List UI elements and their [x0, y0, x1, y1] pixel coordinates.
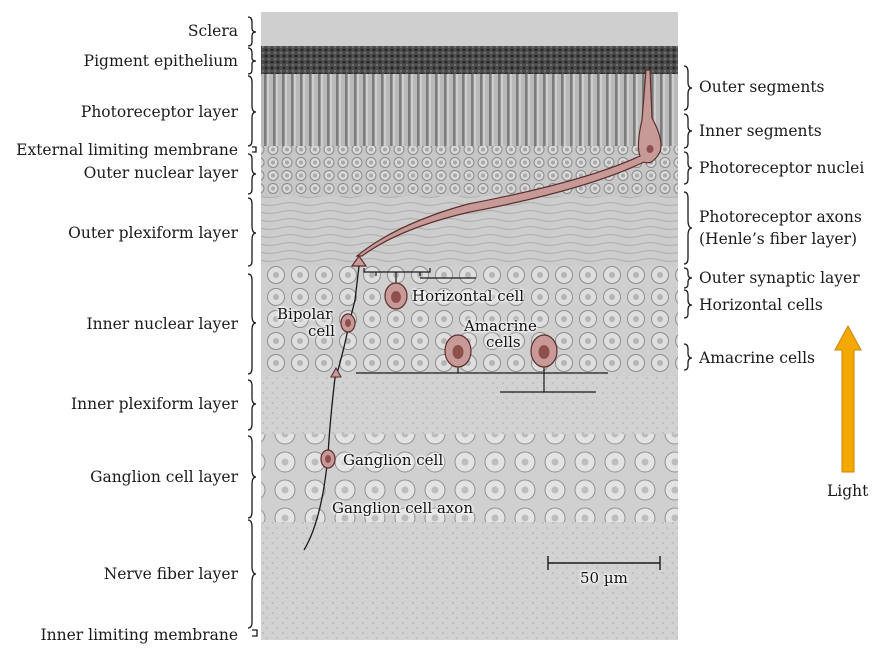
label-pigment-epithelium: Pigment epithelium	[83, 52, 238, 70]
photoreceptor-nucleus	[646, 145, 654, 153]
horizontal-nucleus	[391, 291, 401, 303]
pigment-epithelium-region	[261, 46, 678, 74]
label-external-limiting-membrane: External limiting membrane	[16, 141, 238, 159]
label-nerve-fiber-layer: Nerve fiber layer	[103, 565, 238, 583]
label-bipolar-line2: cell	[308, 322, 335, 340]
label-outer-nuclear-layer: Outer nuclear layer	[83, 164, 238, 182]
horizontal-cell	[363, 268, 476, 310]
bipolar-nucleus	[345, 319, 351, 327]
left-braces	[247, 16, 258, 637]
amacrine-nucleus-2	[538, 345, 550, 359]
label-photoreceptor-nuclei: Photoreceptor nuclei	[699, 159, 865, 177]
inner-plexiform-region	[261, 376, 678, 434]
photoreceptor-body	[355, 69, 662, 257]
label-amacrine-cells: Amacrine cells	[699, 349, 815, 367]
label-outer-plexiform-layer: Outer plexiform layer	[68, 224, 238, 242]
label-light: Light	[827, 482, 869, 500]
micrograph	[261, 12, 678, 640]
sclera-region	[261, 12, 678, 46]
label-sclera: Sclera	[187, 22, 238, 40]
scale-bar-graphic	[547, 556, 661, 570]
label-photoreceptor-axons: Photoreceptor axons	[699, 208, 862, 226]
bipolar-ganglion-chain	[303, 265, 360, 551]
photoreceptor-cell	[350, 69, 662, 267]
right-braces	[683, 65, 693, 371]
ganglion-region	[261, 434, 678, 522]
amacrine-cells	[356, 334, 608, 393]
label-henles-fiber-layer: (Henle’s fiber layer)	[699, 230, 858, 248]
photoreceptor-region	[261, 74, 678, 146]
bipolar-terminal	[330, 366, 342, 378]
label-outer-segments: Outer segments	[699, 78, 825, 96]
label-inner-segments: Inner segments	[699, 122, 822, 140]
label-inner-limiting-membrane: Inner limiting membrane	[40, 626, 238, 644]
label-ganglion-cell: Ganglion cell	[343, 451, 444, 469]
label-bipolar-line1: Bipolar	[277, 305, 333, 323]
label-outer-synaptic-layer: Outer synaptic layer	[699, 269, 860, 287]
label-ganglion-cell-layer: Ganglion cell layer	[90, 468, 238, 486]
label-ganglion-cell-axon: Ganglion cell axon	[332, 499, 473, 517]
label-amacrine-line1: Amacrine	[464, 317, 537, 335]
light-arrow-icon	[834, 324, 862, 473]
label-inner-nuclear-layer: Inner nuclear layer	[86, 315, 239, 333]
nerve-fiber-region	[261, 522, 678, 640]
label-photoreceptor-layer: Photoreceptor layer	[80, 103, 238, 121]
ganglion-nucleus	[325, 455, 331, 463]
scale-bar-label: 50 µm	[580, 569, 628, 587]
amacrine-nucleus-1	[452, 345, 464, 359]
label-amacrine-line2: cells	[486, 333, 521, 351]
label-horizontal-cell: Horizontal cell	[412, 287, 525, 305]
label-horizontal-cells: Horizontal cells	[699, 296, 823, 314]
label-inner-plexiform-layer: Inner plexiform layer	[71, 395, 238, 413]
